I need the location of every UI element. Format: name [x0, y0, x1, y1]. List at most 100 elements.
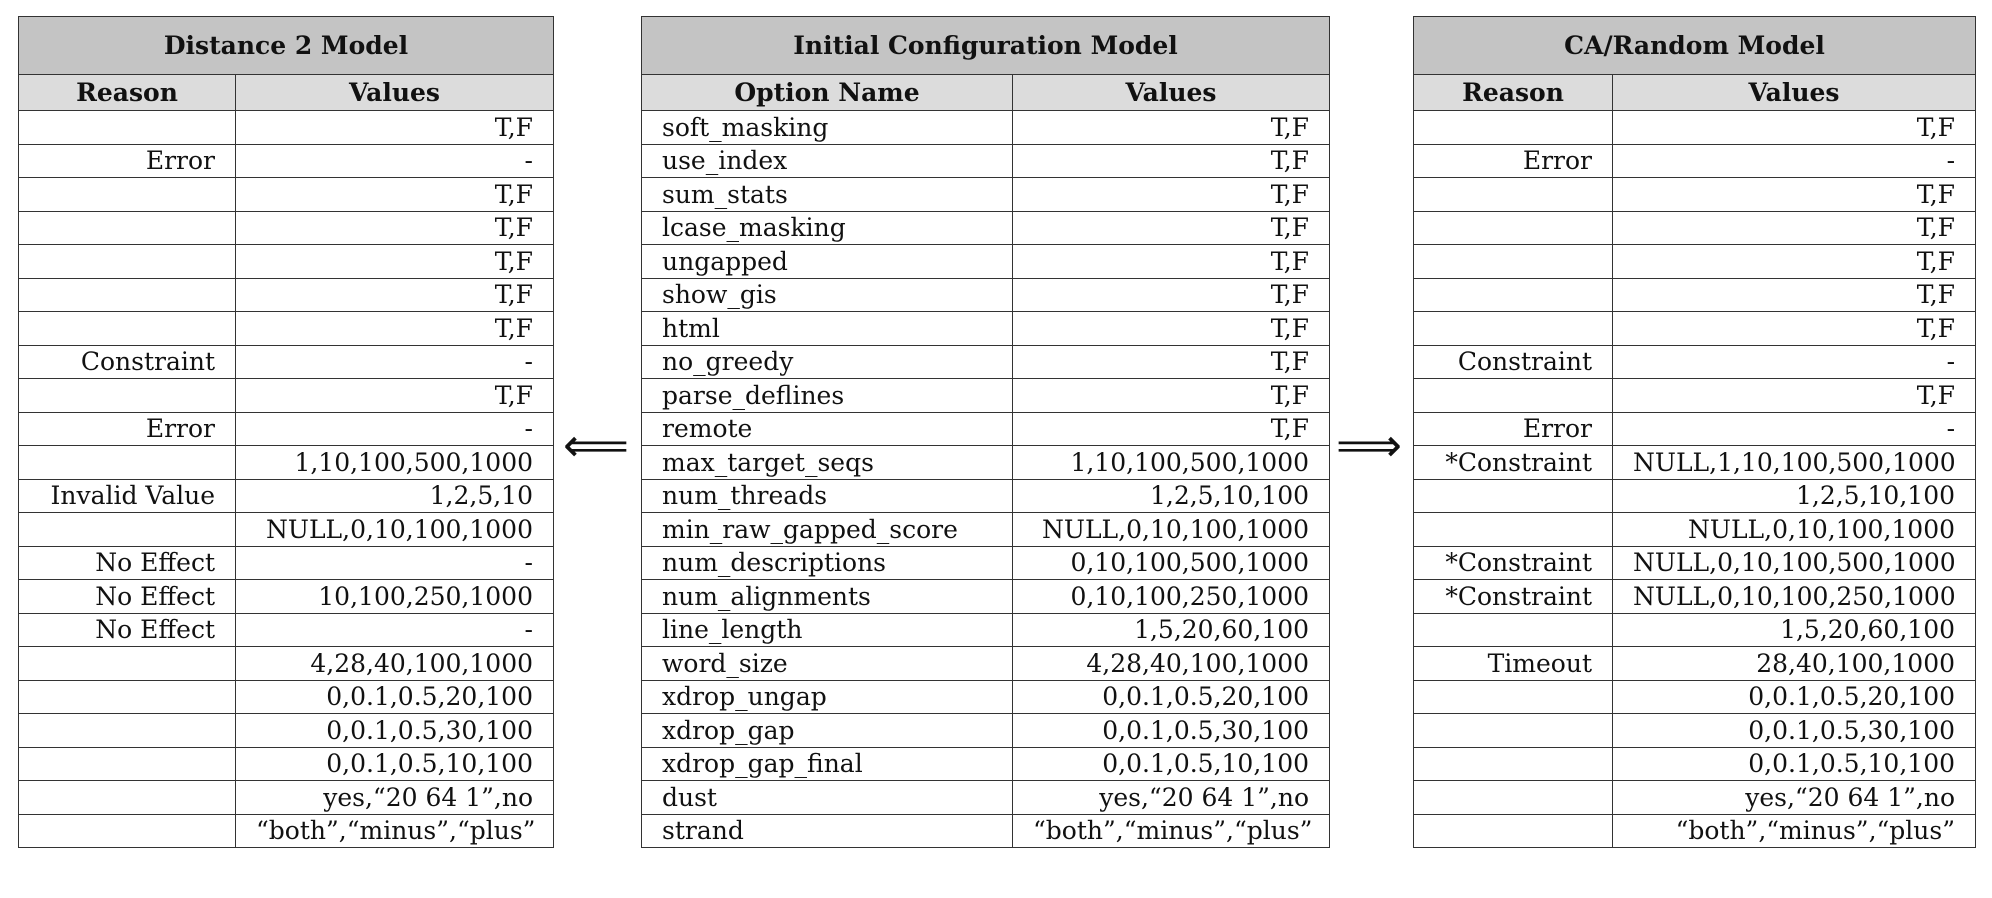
values-cell: T,F [235, 277, 554, 312]
values-cell: - [235, 344, 554, 379]
column-header-reason: Reason [18, 74, 236, 111]
table-row: xdrop_ungap 0,0.1,0.5,20,100 [641, 679, 1331, 714]
column-header-values: Values [1011, 74, 1331, 111]
table-body: soft_masking T,F use_index T,F sum_stats T,F l… [641, 110, 1331, 848]
table-body: T,F Error - T,F T,F T,F T,F T,F Constraint - T,F Er… [1413, 110, 1977, 848]
option-name-cell: show_gis [641, 277, 1013, 312]
table-row: Constraint - [18, 344, 554, 379]
reason-cell [18, 813, 236, 848]
table-row: dust yes,“20 64 1”,no [641, 780, 1331, 815]
table-row: 1,10,100,500,1000 [18, 445, 554, 480]
distance2-model-table: Distance 2 Model Reason Values T,F Error -… [18, 16, 554, 848]
values-cell: yes,“20 64 1”,no [235, 780, 554, 815]
option-name-cell: max_target_seqs [641, 445, 1013, 480]
reason-cell [1413, 746, 1613, 781]
table-row: No Effect 10,100,250,1000 [18, 579, 554, 614]
option-name-cell: xdrop_ungap [641, 679, 1013, 714]
reason-cell [18, 210, 236, 245]
values-cell: 0,0.1,0.5,30,100 [235, 713, 554, 748]
reason-cell: Timeout [1413, 646, 1613, 681]
table-row: No Effect - [18, 612, 554, 647]
table-row: html T,F [641, 311, 1331, 346]
values-cell: T,F [235, 244, 554, 279]
table-row: *Constraint NULL,0,10,100,250,1000 [1413, 579, 1977, 614]
reason-cell [1413, 277, 1613, 312]
values-cell: T,F [235, 177, 554, 212]
table-row: Error - [18, 411, 554, 446]
table-row: line_length 1,5,20,60,100 [641, 612, 1331, 647]
values-cell: 0,0.1,0.5,30,100 [1011, 713, 1331, 748]
option-name-cell: strand [641, 813, 1013, 848]
option-name-cell: word_size [641, 646, 1013, 681]
table-row: T,F [18, 177, 554, 212]
table-row: 0,0.1,0.5,20,100 [1413, 679, 1977, 714]
values-cell: 10,100,250,1000 [235, 579, 554, 614]
table-row: T,F [18, 378, 554, 413]
column-header-option-name: Option Name [641, 74, 1013, 111]
option-name-cell: num_alignments [641, 579, 1013, 614]
table-row: T,F [18, 210, 554, 245]
option-name-cell: soft_masking [641, 110, 1013, 145]
table-row: T,F [1413, 177, 1977, 212]
values-cell: - [235, 612, 554, 647]
table-row: Invalid Value 1,2,5,10 [18, 478, 554, 513]
reason-cell [18, 177, 236, 212]
option-name-cell: xdrop_gap [641, 713, 1013, 748]
table-row: Constraint - [1413, 344, 1977, 379]
values-cell: “both”,“minus”,“plus” [1611, 813, 1977, 848]
values-cell: - [235, 143, 554, 178]
option-name-cell: line_length [641, 612, 1013, 647]
left-double-arrow-icon: ⟸ [563, 418, 629, 472]
table-row: num_descriptions 0,10,100,500,1000 [641, 545, 1331, 580]
reason-cell [1413, 713, 1613, 748]
table-row: min_raw_gapped_score NULL,0,10,100,1000 [641, 512, 1331, 547]
values-cell: T,F [1011, 378, 1331, 413]
values-cell: 1,10,100,500,1000 [1011, 445, 1331, 480]
option-name-cell: num_descriptions [641, 545, 1013, 580]
values-cell: T,F [1611, 311, 1977, 346]
table-row: T,F [1413, 277, 1977, 312]
values-cell: - [235, 545, 554, 580]
reason-cell [1413, 813, 1613, 848]
table-row: T,F [18, 110, 554, 145]
values-cell: “both”,“minus”,“plus” [1011, 813, 1331, 848]
reason-cell [18, 780, 236, 815]
values-cell: 4,28,40,100,1000 [1011, 646, 1331, 681]
values-cell: T,F [1611, 210, 1977, 245]
table-row: num_alignments 0,10,100,250,1000 [641, 579, 1331, 614]
reason-cell: *Constraint [1413, 445, 1613, 480]
values-cell: T,F [1011, 210, 1331, 245]
reason-cell [1413, 512, 1613, 547]
table-row: T,F [1413, 244, 1977, 279]
reason-cell [18, 746, 236, 781]
table-row: word_size 4,28,40,100,1000 [641, 646, 1331, 681]
values-cell: T,F [1611, 378, 1977, 413]
values-cell: NULL,0,10,100,1000 [1011, 512, 1331, 547]
values-cell: “both”,“minus”,“plus” [235, 813, 554, 848]
reason-cell [18, 378, 236, 413]
values-cell: - [1611, 411, 1977, 446]
values-cell: 0,0.1,0.5,20,100 [1011, 679, 1331, 714]
reason-cell [18, 311, 236, 346]
option-name-cell: sum_stats [641, 177, 1013, 212]
reason-cell [1413, 378, 1613, 413]
reason-cell: Error [1413, 143, 1613, 178]
initial-configuration-model-table: Initial Configuration Model Option Name … [640, 16, 1331, 848]
table-row: T,F [1413, 110, 1977, 145]
column-header-values: Values [235, 74, 554, 111]
option-name-cell: parse_deflines [641, 378, 1013, 413]
reason-cell [1413, 679, 1613, 714]
table-row: 0,0.1,0.5,30,100 [1413, 713, 1977, 748]
reason-cell: No Effect [18, 612, 236, 647]
values-cell: 1,2,5,10,100 [1011, 478, 1331, 513]
table-title: CA/Random Model [1412, 16, 1977, 75]
values-cell: T,F [1011, 244, 1331, 279]
table-row: *Constraint NULL,1,10,100,500,1000 [1413, 445, 1977, 480]
reason-cell [1413, 780, 1613, 815]
values-cell: 1,5,20,60,100 [1011, 612, 1331, 647]
values-cell: NULL,0,10,100,1000 [235, 512, 554, 547]
table-row: No Effect - [18, 545, 554, 580]
values-cell: NULL,0,10,100,1000 [1611, 512, 1977, 547]
table-row: 0,0.1,0.5,20,100 [18, 679, 554, 714]
reason-cell: Error [18, 143, 236, 178]
